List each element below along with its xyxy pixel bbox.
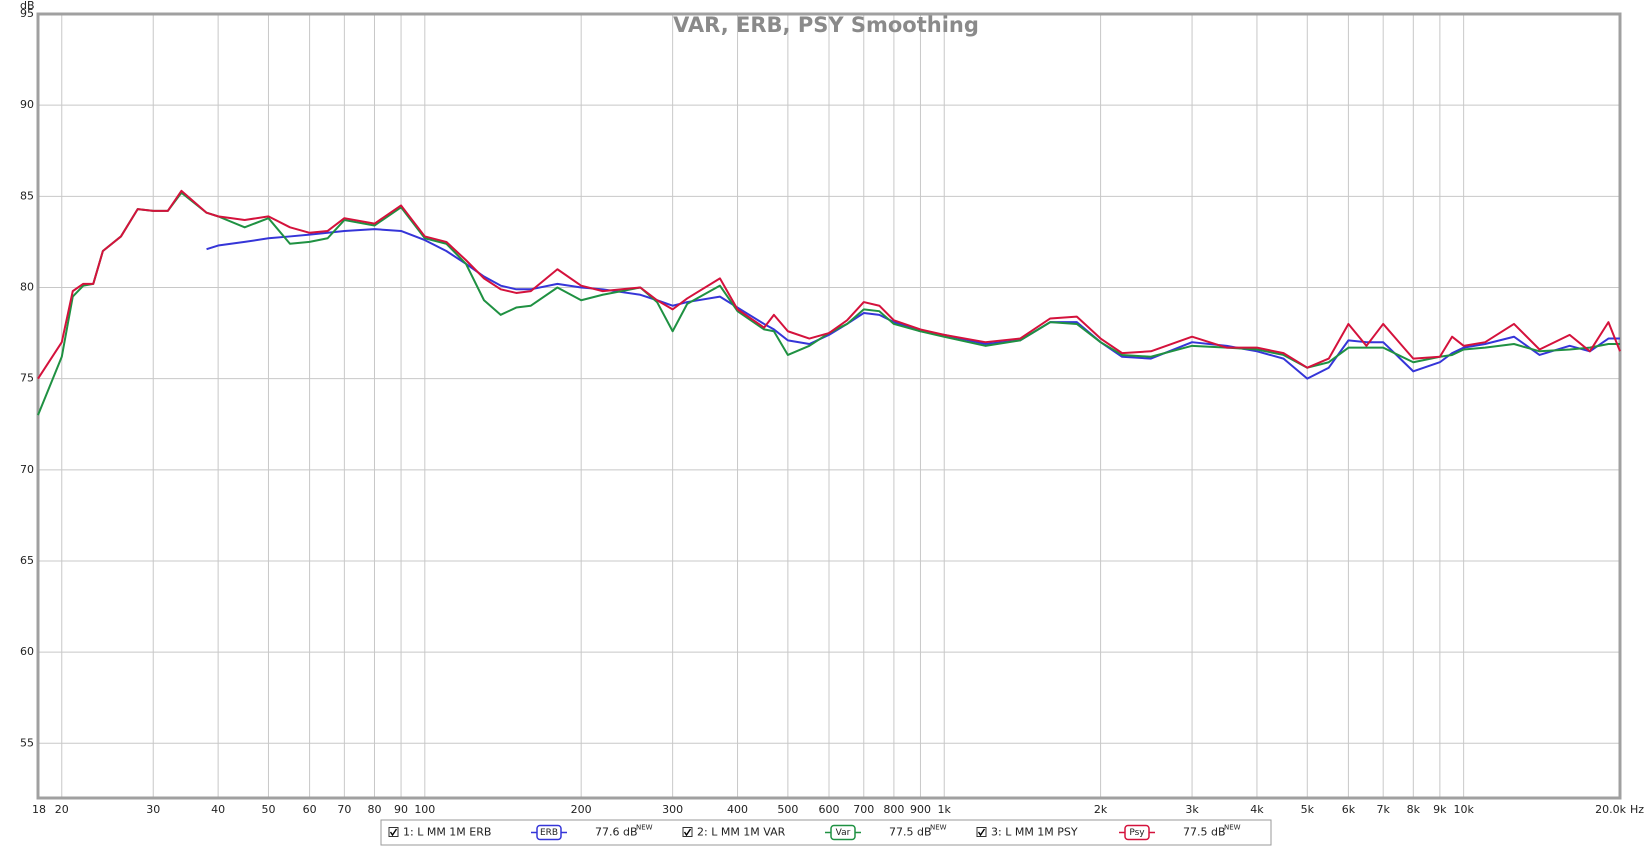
legend-symbol-box	[536, 824, 562, 841]
x-tick-label: 70	[337, 803, 351, 816]
series-line	[206, 228, 1620, 380]
legend-label: 2: L MM 1M VAR	[697, 826, 786, 839]
legend-tag: Psy	[1129, 828, 1145, 838]
x-tick-label: 600	[819, 803, 840, 816]
x-tick-label: 4k	[1250, 803, 1264, 816]
legend-symbol-box	[830, 824, 856, 841]
x-tick-label: 20	[55, 803, 69, 816]
y-tick-label: 60	[20, 645, 34, 658]
x-tick-label: 8k	[1407, 803, 1421, 816]
x-tick-label: 500	[777, 803, 798, 816]
plot-frame	[36, 12, 1622, 800]
x-tick-label: 7k	[1376, 803, 1390, 816]
legend-checkbox	[388, 827, 399, 837]
x-tick-label: 800	[883, 803, 904, 816]
y-tick-label: 95	[20, 7, 34, 20]
legend-level: 77.5 dB	[889, 826, 932, 839]
legend-checkmark	[683, 828, 692, 837]
y-axis-unit: dB	[20, 0, 35, 12]
y-tick-label: 65	[20, 554, 34, 567]
legend-checkbox	[682, 827, 693, 837]
legend-level: 77.5 dB	[1183, 826, 1226, 839]
x-tick-label: 50	[261, 803, 275, 816]
y-tick-label: 75	[20, 372, 34, 385]
x-tick-label: 3k	[1185, 803, 1199, 816]
x-tick-label: 100	[414, 803, 435, 816]
y-tick-label: 80	[20, 280, 34, 293]
series-line	[37, 191, 1620, 416]
x-tick-label: 20.0k	[1595, 803, 1626, 816]
x-tick-label: 18	[32, 803, 46, 816]
x-tick-label: 1k	[938, 803, 952, 816]
x-tick-label: 200	[571, 803, 592, 816]
legend-label: 1: L MM 1M ERB	[403, 826, 491, 839]
legend-tag: Var	[836, 828, 851, 838]
legend-badge: NEW	[636, 824, 653, 832]
x-tick-label: 6k	[1342, 803, 1356, 816]
legend-checkmark	[389, 828, 398, 837]
series-line	[37, 189, 1621, 380]
legend-tag: ERB	[540, 828, 558, 838]
x-axis-unit: Hz	[1630, 803, 1644, 816]
x-tick-label: 80	[367, 803, 381, 816]
legend-label: 3: L MM 1M PSY	[991, 826, 1078, 839]
chart-title: VAR, ERB, PSY Smoothing	[673, 13, 979, 37]
x-tick-label: 400	[727, 803, 748, 816]
y-tick-label: 90	[20, 98, 34, 111]
legend-badge: NEW	[930, 824, 947, 832]
legend-badge: NEW	[1224, 824, 1241, 832]
y-tick-label: 85	[20, 189, 34, 202]
x-tick-label: 5k	[1301, 803, 1315, 816]
legend-level: 77.6 dB	[595, 826, 638, 839]
x-tick-label: 30	[146, 803, 160, 816]
x-tick-label: 700	[853, 803, 874, 816]
x-tick-label: 900	[910, 803, 931, 816]
x-tick-label: 90	[394, 803, 408, 816]
y-tick-label: 55	[20, 736, 34, 749]
y-tick-label: 70	[20, 463, 34, 476]
legend-checkbox	[976, 827, 987, 837]
x-tick-label: 300	[662, 803, 683, 816]
x-tick-label: 60	[303, 803, 317, 816]
x-tick-label: 9k	[1433, 803, 1447, 816]
x-tick-label: 10k	[1453, 803, 1474, 816]
x-tick-label: 2k	[1094, 803, 1108, 816]
x-tick-label: 40	[211, 803, 225, 816]
legend-symbol-box	[1124, 824, 1150, 841]
legend-checkmark	[977, 828, 986, 837]
